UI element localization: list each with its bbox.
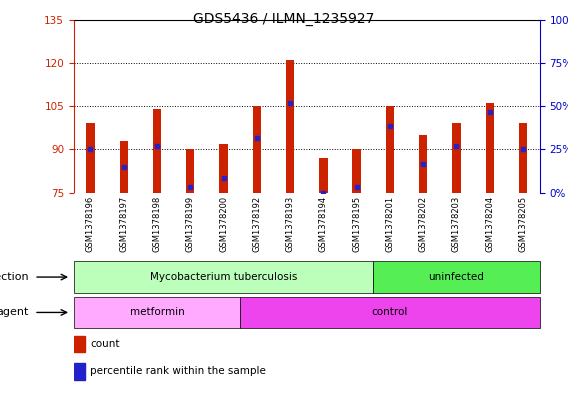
Text: GSM1378195: GSM1378195	[352, 196, 361, 252]
Bar	[219, 143, 228, 193]
Bar	[74, 363, 86, 380]
Text: GSM1378205: GSM1378205	[519, 196, 528, 252]
Text: GDS5436 / ILMN_1235927: GDS5436 / ILMN_1235927	[193, 12, 375, 26]
Text: infection: infection	[0, 272, 28, 282]
FancyBboxPatch shape	[74, 261, 373, 293]
Text: agent: agent	[0, 307, 28, 318]
FancyBboxPatch shape	[240, 297, 540, 329]
Text: GSM1378202: GSM1378202	[419, 196, 428, 252]
Text: Mycobacterium tuberculosis: Mycobacterium tuberculosis	[150, 272, 297, 282]
Text: GSM1378193: GSM1378193	[286, 196, 295, 252]
FancyBboxPatch shape	[74, 297, 240, 329]
Bar	[86, 123, 95, 193]
Text: GSM1378200: GSM1378200	[219, 196, 228, 252]
Text: GSM1378199: GSM1378199	[186, 196, 195, 252]
Bar	[120, 141, 128, 193]
Text: metformin: metformin	[130, 307, 185, 318]
Bar	[386, 106, 394, 193]
Text: GSM1378197: GSM1378197	[119, 196, 128, 252]
Bar	[353, 149, 361, 193]
Bar	[74, 336, 86, 352]
Bar	[186, 149, 194, 193]
Text: uninfected: uninfected	[428, 272, 485, 282]
Text: GSM1378204: GSM1378204	[485, 196, 494, 252]
Text: GSM1378198: GSM1378198	[153, 196, 161, 252]
FancyBboxPatch shape	[373, 261, 540, 293]
Bar	[286, 60, 294, 193]
Text: GSM1378194: GSM1378194	[319, 196, 328, 252]
Bar	[153, 109, 161, 193]
Text: control: control	[371, 307, 408, 318]
Bar	[519, 123, 527, 193]
Bar	[419, 135, 427, 193]
Text: count: count	[90, 339, 120, 349]
Text: GSM1378192: GSM1378192	[252, 196, 261, 252]
Text: GSM1378203: GSM1378203	[452, 196, 461, 252]
Bar	[452, 123, 461, 193]
Text: GSM1378201: GSM1378201	[386, 196, 394, 252]
Bar	[486, 103, 494, 193]
Text: percentile rank within the sample: percentile rank within the sample	[90, 366, 266, 376]
Bar	[253, 106, 261, 193]
Text: GSM1378196: GSM1378196	[86, 196, 95, 252]
Bar	[319, 158, 328, 193]
